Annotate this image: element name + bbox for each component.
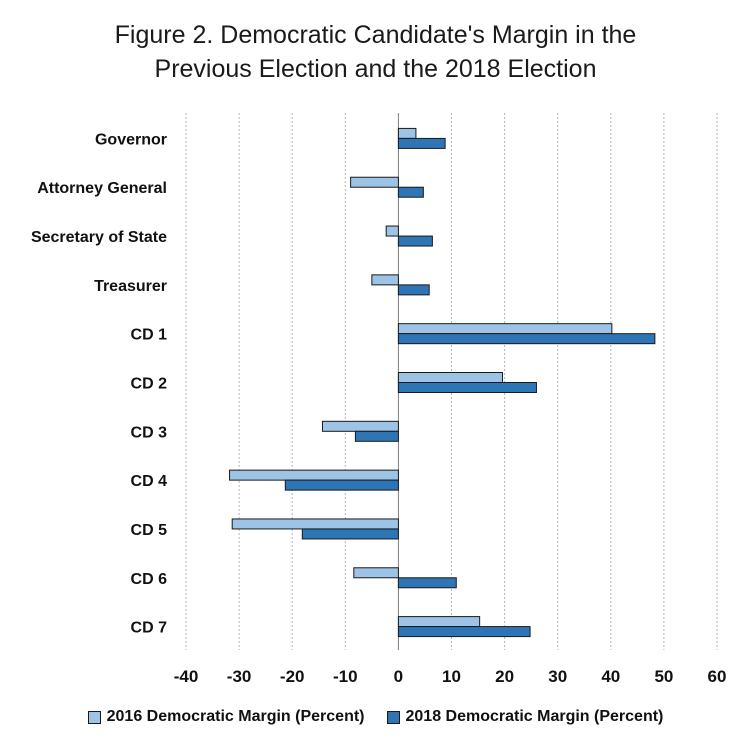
bar-2016-5: [397, 372, 503, 383]
x-tick-label-2: -20: [280, 667, 305, 686]
legend-swatch-2018: [386, 710, 400, 724]
category-label-3: Treasurer: [94, 278, 167, 295]
bar-2018-1: [397, 186, 424, 198]
bar-2018-0: [397, 137, 446, 149]
category-label-6: CD 3: [131, 424, 168, 441]
bar-2016-10: [397, 616, 481, 628]
x-tick-label-7: 30: [548, 667, 567, 686]
category-label-8: CD 5: [131, 522, 168, 539]
x-tick-label-10: 60: [708, 667, 727, 686]
category-labels: Governor Attorney General Secretary of Sta…: [31, 131, 167, 636]
bar-2018-8: [301, 528, 399, 540]
chart-title-line-2: Previous Election and the 2018 Election: [154, 55, 597, 83]
bar-2016-9: [353, 567, 399, 579]
category-label-1: Attorney General: [37, 180, 167, 197]
bar-2018-9: [397, 577, 457, 589]
bar-2016-3: [371, 274, 399, 286]
x-tick-label-9: 50: [654, 667, 673, 686]
bar-2018-7: [284, 479, 399, 491]
bar-2018-5: [397, 382, 537, 393]
bar-2016-8: [231, 518, 399, 530]
chart-title: Figure 2. Democratic Candidate's Margin …: [0, 18, 751, 86]
legend-swatch-2016: [87, 710, 101, 724]
category-label-5: CD 2: [131, 376, 168, 393]
bar-2016-1: [350, 176, 399, 188]
bar-2018-4: [397, 333, 656, 345]
legend-item-2016: 2016 Democratic Margin (Percent): [87, 708, 365, 726]
x-tick-label-5: 10: [442, 667, 461, 686]
x-tick-label-8: 40: [601, 667, 620, 686]
bar-2016-4: [397, 323, 613, 335]
bar-chart: Governor Attorney General Secretary of Sta…: [31, 113, 727, 686]
category-label-9: CD 6: [131, 571, 168, 588]
category-label-10: CD 7: [131, 620, 168, 637]
bar-2018-10: [397, 626, 531, 638]
legend-item-2018: 2018 Democratic Margin (Percent): [386, 708, 664, 726]
x-tick-labels: -40 -30 -20 -10 0 10 20 30 40 50 60: [174, 667, 727, 686]
category-label-7: CD 4: [131, 473, 168, 490]
bars: [229, 127, 656, 638]
chart-title-line-1: Figure 2. Democratic Candidate's Margin …: [114, 21, 637, 49]
x-tick-label-6: 20: [495, 667, 514, 686]
x-tick-label-3: -10: [333, 667, 358, 686]
bar-2018-2: [397, 235, 433, 247]
legend-label-2018: 2018 Democratic Margin (Percent): [405, 708, 664, 725]
legend-label-2016: 2016 Democratic Margin (Percent): [106, 708, 365, 725]
bar-2016-7: [229, 469, 399, 481]
bar-2018-6: [354, 430, 399, 442]
bar-2016-2: [385, 225, 399, 237]
category-label-0: Governor: [95, 131, 167, 148]
x-tick-label-4: 0: [394, 667, 403, 686]
legend: 2016 Democratic Margin (Percent) 2018 De…: [0, 708, 751, 726]
category-label-4: CD 1: [131, 327, 168, 344]
category-label-2: Secretary of State: [31, 229, 167, 246]
bar-2018-3: [397, 284, 430, 296]
x-tick-label-1: -30: [227, 667, 252, 686]
bar-2016-6: [321, 420, 399, 432]
bar-2016-0: [397, 127, 417, 139]
x-tick-label-0: -40: [174, 667, 199, 686]
